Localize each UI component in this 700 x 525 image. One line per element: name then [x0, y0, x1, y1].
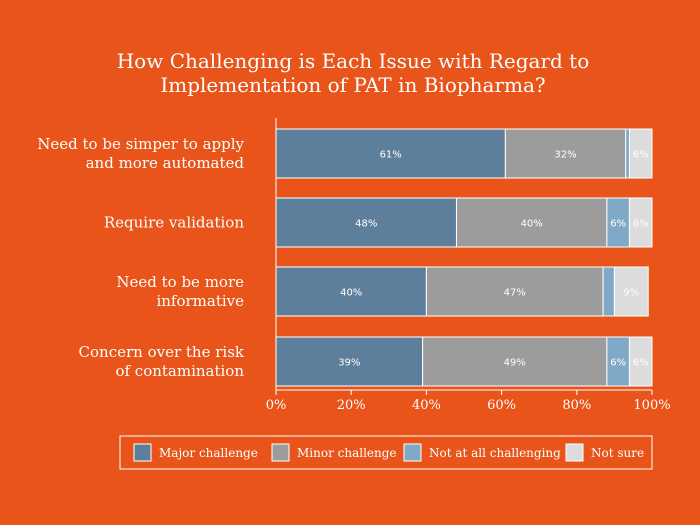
chart-title-line: How Challenging is Each Issue with Regar…: [117, 49, 590, 73]
data-label: 40%: [521, 219, 543, 230]
data-label: 61%: [380, 150, 402, 161]
category-label: Require validation: [104, 214, 244, 232]
bars: [275, 128, 653, 387]
x-tick-label: 0%: [266, 398, 287, 413]
category-label: informative: [156, 292, 244, 310]
data-label: 39%: [338, 358, 360, 369]
data-label: 47%: [504, 288, 526, 299]
data-label: 49%: [504, 358, 526, 369]
data-label: 6%: [633, 150, 649, 161]
legend-label: Major challenge: [159, 446, 258, 460]
x-tick-label: 60%: [487, 398, 516, 413]
legend-box: [119, 435, 653, 470]
bar-segment: [625, 128, 630, 179]
bar-segment: [602, 266, 615, 317]
x-tick-label: 80%: [562, 398, 591, 413]
bar-segment: [275, 197, 457, 248]
bar-segment: [275, 336, 424, 387]
bar-segment: [275, 266, 427, 317]
category-label: Need to be simper to apply: [37, 135, 244, 153]
data-label: 32%: [554, 150, 576, 161]
x-tick-label: 40%: [412, 398, 441, 413]
bar-segment: [628, 128, 653, 179]
bar-segment: [628, 197, 653, 248]
bar-segment: [628, 336, 653, 387]
data-label: 6%: [610, 219, 626, 230]
data-labels: 61% 32% 6% 48% 40% 6% 6% 40% 47% 9% 39% 49% 6% 6%: [338, 150, 648, 369]
legend-label: Not sure: [591, 446, 644, 460]
data-label: 6%: [633, 358, 649, 369]
bar-segment: [275, 128, 506, 179]
x-tick-label: 20%: [337, 398, 366, 413]
bar-segment: [422, 336, 608, 387]
legend-swatch: [565, 443, 584, 462]
legend-swatch: [271, 443, 290, 462]
legend-label: Not at all challenging: [429, 446, 561, 460]
bar-segment: [425, 266, 604, 317]
bar-segment: [455, 197, 608, 248]
category-label: of contamination: [115, 362, 244, 380]
category-label: Concern over the risk: [79, 343, 245, 361]
x-tick-label: 100%: [633, 398, 670, 413]
legend-label: Minor challenge: [297, 446, 397, 460]
chart-title: How Challenging is Each Issue with Regar…: [117, 49, 590, 97]
chart-title-line: Implementation of PAT in Biopharma?: [160, 73, 545, 97]
legend-swatch: [403, 443, 422, 462]
data-label: 9%: [623, 288, 639, 299]
bar-segment: [504, 128, 627, 179]
bar-segment: [613, 266, 649, 317]
category-label: and more automated: [86, 154, 245, 172]
legend: Major challenge Minor challenge Not at all…: [133, 443, 644, 462]
data-label: 48%: [355, 219, 377, 230]
legend-swatch: [133, 443, 152, 462]
data-label: 40%: [340, 288, 362, 299]
data-label: 6%: [610, 358, 626, 369]
category-label: Need to be more: [116, 273, 244, 291]
x-axis-ticks: 0% 20% 40% 60% 80% 100%: [266, 390, 671, 413]
data-label: 6%: [633, 219, 649, 230]
